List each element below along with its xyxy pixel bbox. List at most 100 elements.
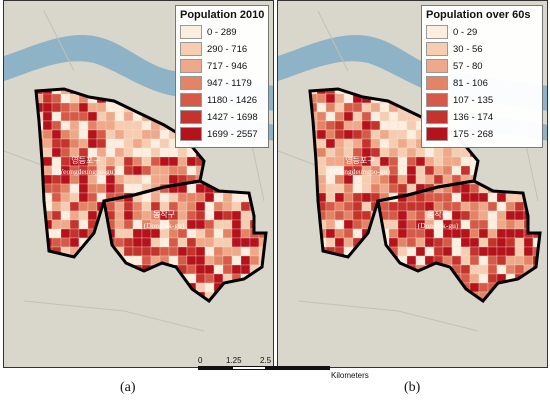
choropleth-cell [159, 156, 170, 167]
choropleth-cell [69, 174, 80, 185]
choropleth-cell [433, 192, 444, 203]
choropleth-cell [123, 246, 134, 257]
choropleth-cell [334, 210, 345, 221]
choropleth-cell [141, 174, 152, 185]
choropleth-cell [343, 174, 354, 185]
choropleth-cell [460, 264, 471, 275]
choropleth-cell [397, 210, 408, 221]
choropleth-cell [186, 201, 197, 212]
choropleth-cell [370, 129, 381, 140]
choropleth-cell [352, 174, 363, 185]
choropleth-cell [496, 246, 507, 257]
choropleth-cell [496, 219, 507, 230]
choropleth-cell [361, 120, 372, 131]
choropleth-cell [114, 228, 125, 239]
legend-range-label: 0 - 289 [207, 26, 237, 38]
choropleth-cell [424, 165, 435, 176]
choropleth-cell [406, 228, 417, 239]
scale-unit: Kilometers [331, 371, 369, 380]
choropleth-cell [195, 219, 206, 230]
choropleth-cell [388, 201, 399, 212]
choropleth-cell [505, 201, 516, 212]
choropleth-cell [415, 147, 426, 158]
choropleth-cell [150, 156, 161, 167]
scale-tick-label: 0 [198, 356, 203, 365]
choropleth-cell [141, 201, 152, 212]
choropleth-cell [60, 219, 71, 230]
choropleth-cell [388, 165, 399, 176]
choropleth-cell [451, 228, 462, 239]
choropleth-cell [406, 201, 417, 212]
choropleth-cell [186, 156, 197, 167]
district-label-ko-2: 동작구 [153, 209, 175, 219]
choropleth-cell [379, 174, 390, 185]
choropleth-cell [388, 120, 399, 131]
choropleth-cell [78, 183, 89, 194]
scale-tick-label: 1.25 [226, 356, 242, 365]
choropleth-cell [442, 237, 453, 248]
legend-entry: 0 - 29 [426, 24, 538, 40]
choropleth-cell [132, 183, 143, 194]
choropleth-cell [42, 120, 53, 131]
choropleth-cell [78, 192, 89, 203]
choropleth-cell [141, 210, 152, 221]
caption-b: (b) [404, 380, 421, 395]
choropleth-cell [460, 201, 471, 212]
choropleth-cell [213, 219, 224, 230]
choropleth-cell [114, 147, 125, 158]
legend-swatch [180, 127, 202, 141]
choropleth-cell [334, 219, 345, 230]
choropleth-cell [78, 228, 89, 239]
choropleth-cell [51, 102, 62, 113]
choropleth-cell [496, 255, 507, 266]
choropleth-cell [168, 156, 179, 167]
choropleth-cell [361, 183, 372, 194]
choropleth-cell [42, 129, 53, 140]
choropleth-cell [397, 201, 408, 212]
legend-swatch [426, 76, 448, 90]
choropleth-cell [424, 228, 435, 239]
choropleth-cell [177, 147, 188, 158]
choropleth-cell [433, 246, 444, 257]
choropleth-cell [334, 183, 345, 194]
choropleth-cell [96, 183, 107, 194]
choropleth-cell [51, 174, 62, 185]
choropleth-cell [204, 255, 215, 266]
choropleth-cell [195, 282, 206, 293]
scale-segment [198, 366, 232, 370]
choropleth-cell [343, 129, 354, 140]
choropleth-cell [132, 165, 143, 176]
choropleth-cell [478, 219, 489, 230]
map-panel-a: 영등포구 (Yeongdeungpo-gu) 동작구 (Dongjak-gu) … [3, 0, 274, 368]
choropleth-cell [204, 273, 215, 284]
choropleth-cell [195, 201, 206, 212]
choropleth-cell [469, 264, 480, 275]
choropleth-cell [60, 174, 71, 185]
choropleth-cell [505, 210, 516, 221]
choropleth-cell [361, 102, 372, 113]
choropleth-cell [60, 156, 71, 167]
choropleth-cell [343, 120, 354, 131]
choropleth-cell [352, 183, 363, 194]
choropleth-cell [213, 255, 224, 266]
choropleth-cell [406, 138, 417, 149]
choropleth-cell [87, 192, 98, 203]
choropleth-cell [69, 237, 80, 248]
choropleth-cell [78, 120, 89, 131]
choropleth-cell [334, 237, 345, 248]
choropleth-cell [415, 201, 426, 212]
district-label-ko-1: 영등포구 [345, 155, 374, 165]
legend-entry: 30 - 56 [426, 41, 538, 57]
choropleth-cell [514, 219, 525, 230]
choropleth-cell [222, 219, 233, 230]
choropleth-cell [87, 111, 98, 122]
choropleth-cell [334, 129, 345, 140]
choropleth-cell [424, 174, 435, 185]
choropleth-cell [334, 192, 345, 203]
choropleth-cell [370, 183, 381, 194]
legend-a: Population 2010 0 - 289 290 - 716 717 - 94… [175, 5, 269, 148]
choropleth-cell [141, 138, 152, 149]
choropleth-cell [343, 210, 354, 221]
choropleth-cell [195, 273, 206, 284]
choropleth-cell [231, 201, 242, 212]
